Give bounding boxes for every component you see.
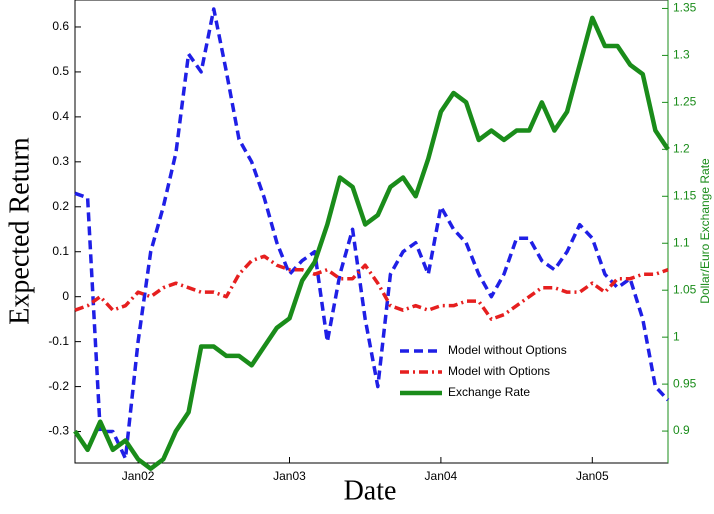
y-tick-label: -0.1 bbox=[48, 334, 69, 348]
y2-axis-label: Dollar/Euro Exchange Rate bbox=[698, 158, 712, 304]
y2-tick-label: 1 bbox=[673, 329, 680, 343]
series-line bbox=[74, 254, 669, 321]
y-tick-label: 0.3 bbox=[52, 154, 69, 168]
y-tick-label: 0.5 bbox=[52, 64, 69, 78]
y-tick-label: 0.6 bbox=[52, 19, 69, 33]
x-tick-label: Jan05 bbox=[576, 469, 609, 483]
y2-tick-label: 0.9 bbox=[673, 423, 690, 437]
legend-label: Model with Options bbox=[448, 364, 550, 378]
y2-tick-label: 1.3 bbox=[673, 48, 690, 62]
x-tick-label: Jan04 bbox=[425, 469, 458, 483]
x-axis-label: Date bbox=[344, 475, 397, 506]
y2-tick-label: 1.2 bbox=[673, 141, 690, 155]
y-tick-label: 0.4 bbox=[52, 109, 69, 123]
y2-tick-label: 1.35 bbox=[673, 1, 697, 15]
y-tick-label: 0.2 bbox=[52, 199, 69, 213]
y-axis-label: Expected Return bbox=[4, 137, 35, 324]
series-line bbox=[74, 7, 670, 461]
y-tick-label: 0.1 bbox=[52, 244, 69, 258]
y2-tick-label: 1.15 bbox=[673, 188, 697, 202]
y2-tick-label: 1.05 bbox=[673, 282, 697, 296]
y-tick-label: 0 bbox=[62, 289, 69, 303]
y2-tick-label: 0.95 bbox=[673, 376, 697, 390]
y-tick-label: -0.2 bbox=[48, 379, 69, 393]
x-tick-label: Jan02 bbox=[122, 469, 155, 483]
y-tick-label: -0.3 bbox=[48, 424, 69, 438]
series-line bbox=[73, 15, 670, 471]
y2-tick-label: 1.1 bbox=[673, 235, 690, 249]
x-tick-label: Jan03 bbox=[273, 469, 306, 483]
y2-tick-label: 1.25 bbox=[673, 95, 697, 109]
legend-label: Exchange Rate bbox=[448, 385, 530, 399]
legend-label: Model without Options bbox=[448, 343, 567, 357]
